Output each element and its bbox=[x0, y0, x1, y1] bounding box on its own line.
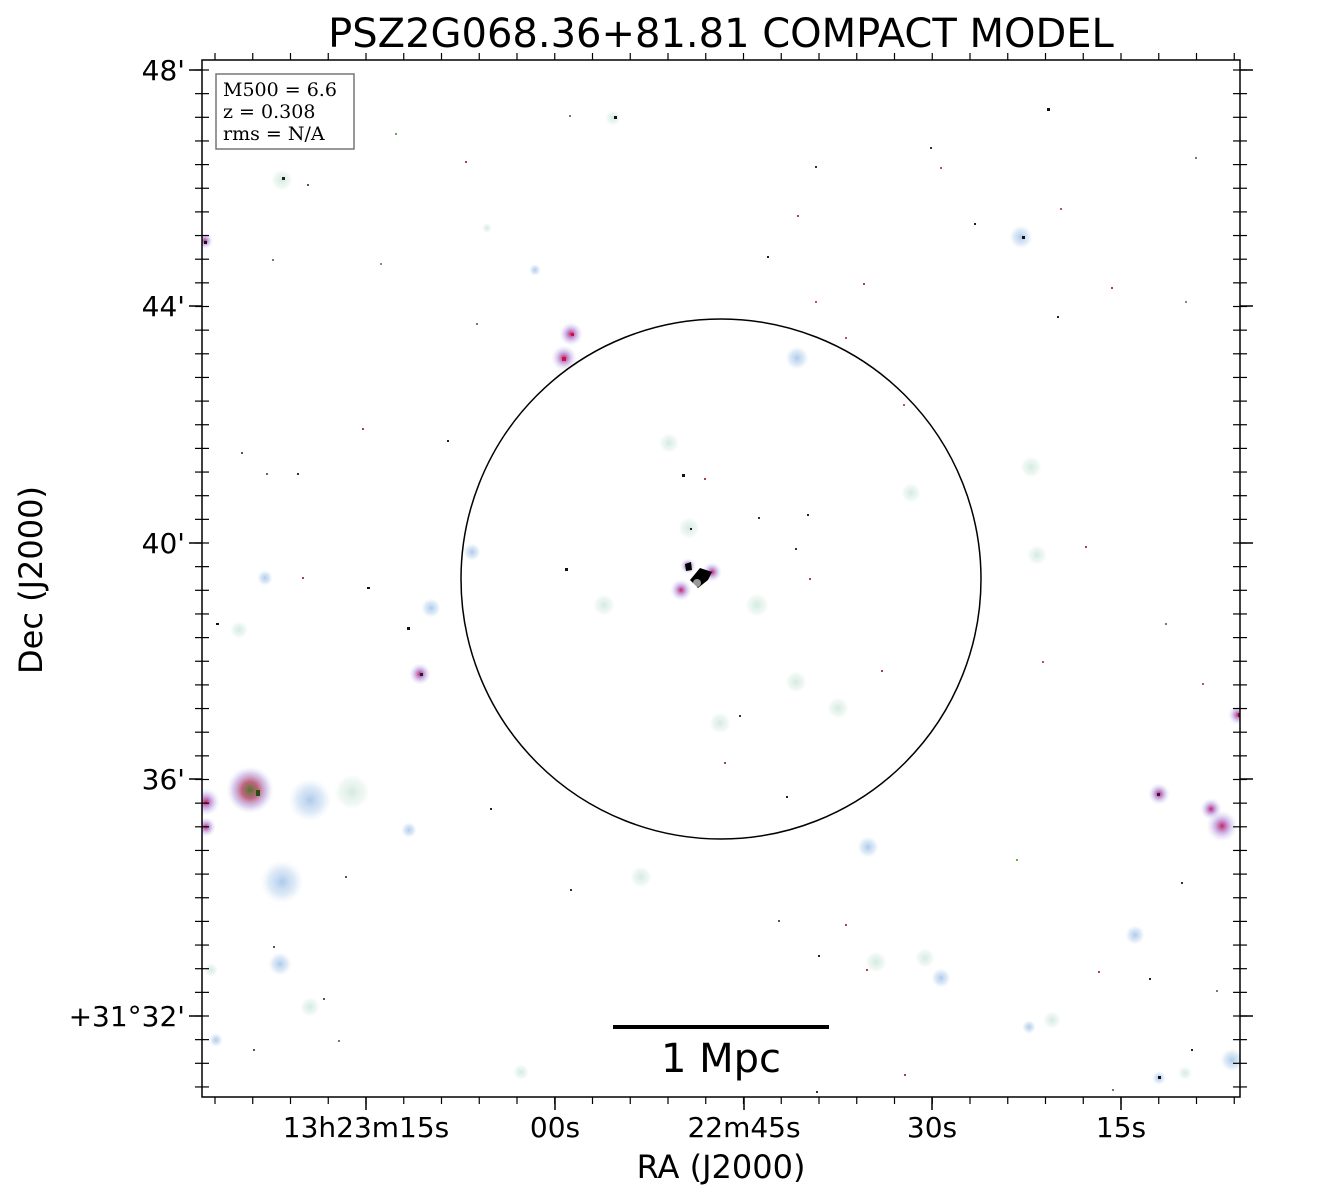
source-blob bbox=[268, 952, 292, 976]
info-rms: rms = N/A bbox=[223, 123, 325, 145]
r500-aperture-circle bbox=[460, 318, 982, 840]
source-blob bbox=[1043, 1011, 1061, 1029]
scale-bar: 1 Mpc bbox=[613, 1025, 829, 1082]
minor-ticks bbox=[195, 53, 1247, 1104]
source-blob bbox=[401, 822, 417, 838]
source-blob bbox=[463, 543, 481, 561]
dec-tick-label: 40' bbox=[142, 527, 185, 560]
dec-tick-label: 36' bbox=[142, 763, 185, 796]
source-blob bbox=[827, 697, 849, 719]
source-blob bbox=[202, 788, 220, 816]
source-blob bbox=[659, 433, 679, 453]
source-blob bbox=[513, 1064, 529, 1080]
source-blob bbox=[593, 594, 615, 616]
image-panel bbox=[202, 60, 1240, 1097]
source-blob bbox=[1220, 1048, 1240, 1072]
ra-tick-label: 22m45s bbox=[687, 1111, 800, 1144]
source-blob bbox=[1125, 925, 1145, 945]
source-blob bbox=[605, 110, 621, 126]
source-blob bbox=[931, 968, 951, 988]
ra-tick-labels: 13h23m15s 00s 22m45s 30s 15s bbox=[283, 1111, 1146, 1144]
info-mass: M500 = 6.6 bbox=[223, 79, 337, 101]
dec-tick-label: 48' bbox=[142, 54, 185, 87]
source-blob bbox=[1009, 225, 1033, 249]
figure-title: PSZ2G068.36+81.81 COMPACT MODEL bbox=[328, 11, 1114, 57]
source-blob bbox=[1178, 1066, 1192, 1080]
source-blob bbox=[230, 621, 248, 639]
source-blob bbox=[785, 346, 809, 370]
source-blob bbox=[901, 483, 921, 503]
source-blob bbox=[482, 223, 492, 233]
ra-tick-label: 13h23m15s bbox=[283, 1111, 450, 1144]
source-blob bbox=[1027, 545, 1047, 565]
source-blob bbox=[709, 712, 731, 734]
source-blob bbox=[1020, 456, 1042, 478]
dec-tick-label: +31°32' bbox=[69, 1000, 185, 1033]
source-blob bbox=[915, 948, 935, 968]
scale-bar-label: 1 Mpc bbox=[661, 1036, 781, 1082]
source-blob bbox=[226, 766, 274, 814]
x-axis-label: RA (J2000) bbox=[637, 1148, 806, 1186]
noise-pixels bbox=[204, 108, 1240, 1093]
plot-area bbox=[201, 59, 1241, 1098]
ra-tick-label: 15s bbox=[1096, 1111, 1146, 1144]
dec-tick-labels: 48' 44' 40' 36' +31°32' bbox=[69, 54, 185, 1033]
source-blob bbox=[785, 671, 807, 693]
ra-tick-label: 00s bbox=[530, 1111, 580, 1144]
info-redshift: z = 0.308 bbox=[223, 101, 315, 123]
major-ticks bbox=[189, 69, 1253, 1110]
source-blob bbox=[745, 593, 769, 617]
source-blob bbox=[678, 517, 700, 539]
source-blob bbox=[630, 866, 652, 888]
info-box: M500 = 6.6 z = 0.308 rms = N/A bbox=[215, 73, 355, 150]
dec-tick-label: 44' bbox=[142, 290, 185, 323]
central-source bbox=[670, 558, 722, 601]
source-blob bbox=[288, 778, 332, 822]
ra-tick-label: 30s bbox=[907, 1111, 957, 1144]
plot-frame bbox=[201, 59, 1241, 1098]
source-blob bbox=[421, 598, 441, 618]
source-blob bbox=[204, 963, 218, 977]
source-blob bbox=[334, 774, 370, 810]
source-blob bbox=[1022, 1020, 1036, 1034]
source-field bbox=[202, 108, 1240, 1093]
y-axis-label: Dec (J2000) bbox=[12, 486, 50, 674]
source-blob bbox=[1228, 705, 1240, 725]
source-blob bbox=[529, 264, 541, 276]
source-blob bbox=[209, 1033, 223, 1047]
source-blob bbox=[202, 233, 213, 249]
source-blob bbox=[300, 997, 320, 1017]
source-blob bbox=[257, 570, 273, 586]
source-blob bbox=[865, 951, 887, 973]
source-blob bbox=[260, 860, 304, 904]
source-blob bbox=[857, 836, 879, 858]
source-blob bbox=[1206, 810, 1238, 842]
